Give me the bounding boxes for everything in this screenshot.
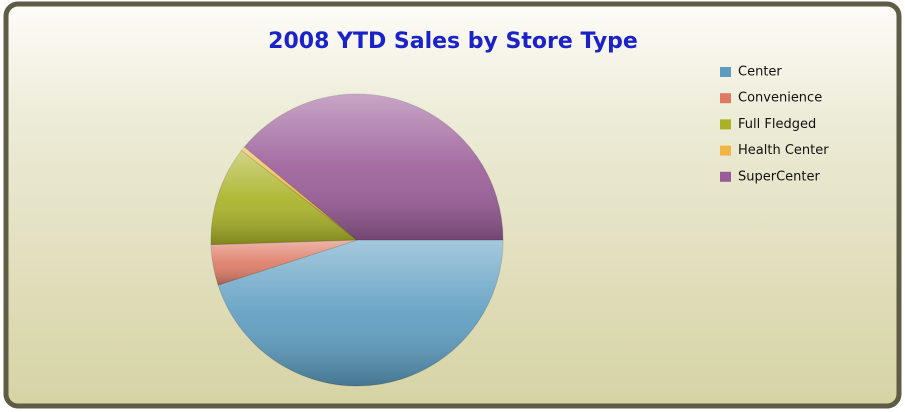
slice-shade — [211, 240, 357, 286]
legend-swatch — [720, 171, 731, 182]
legend-swatch — [720, 119, 731, 130]
legend-label: SuperCenter — [738, 169, 820, 184]
legend-label: Center — [738, 65, 782, 80]
legend-swatch — [720, 67, 731, 77]
chart-title: 2008 YTD Sales by Store Type — [268, 29, 638, 54]
pie — [210, 93, 504, 387]
slice-shade — [211, 150, 357, 245]
legend-label: Convenience — [738, 91, 822, 106]
legend-label: Health Center — [738, 143, 829, 158]
legend-swatch — [720, 145, 731, 156]
legend: Center Convenience Full Fledged Health Cent… — [720, 65, 829, 184]
legend-label: Full Fledged — [738, 117, 816, 132]
slice-shade — [218, 240, 503, 386]
legend-swatch — [720, 93, 731, 104]
slice-shade — [241, 146, 357, 240]
slice-shade — [244, 93, 503, 240]
